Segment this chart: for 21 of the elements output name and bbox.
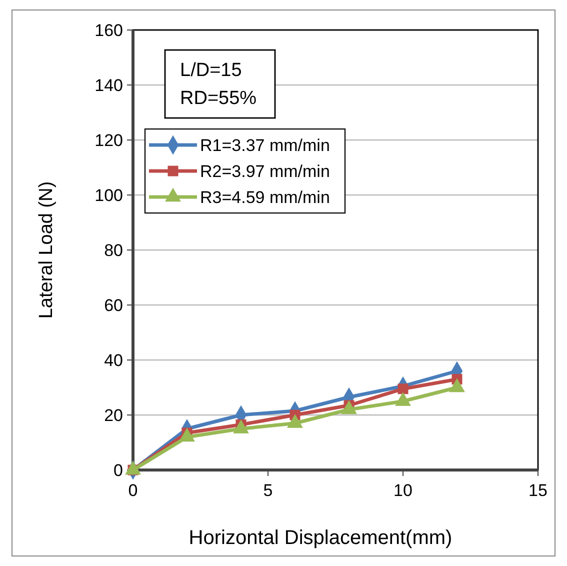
y-tick-label: 100	[94, 186, 123, 205]
y-tick-label: 80	[104, 240, 123, 260]
y-tick-label: 120	[94, 130, 123, 150]
y-tick-label: 160	[94, 20, 123, 40]
legend-label: R1=3.37 mm/min	[200, 136, 330, 155]
annotation: L/D=15	[180, 60, 242, 81]
x-tick-label: 10	[394, 481, 412, 500]
y-tick-label: 140	[94, 76, 123, 95]
y-tick-label: 20	[104, 406, 123, 425]
legend-label: R2=3.97 mm/min	[200, 162, 330, 181]
point	[398, 384, 408, 394]
x-tick-label: 0	[128, 481, 138, 500]
y-axis-title: Lateral Load (N)	[36, 181, 57, 319]
y-tick-label: 0	[114, 460, 123, 480]
y-tick-label: 40	[104, 350, 123, 370]
legend-label: R3=4.59 mm/min	[200, 188, 330, 207]
x-tick-label: 5	[263, 481, 273, 500]
x-tick-label: 15	[528, 481, 548, 500]
annotation: RD=55%	[180, 88, 257, 109]
y-tick-label: 60	[104, 296, 123, 315]
x-axis-title: Horizontal Displacement(mm)	[188, 527, 452, 549]
